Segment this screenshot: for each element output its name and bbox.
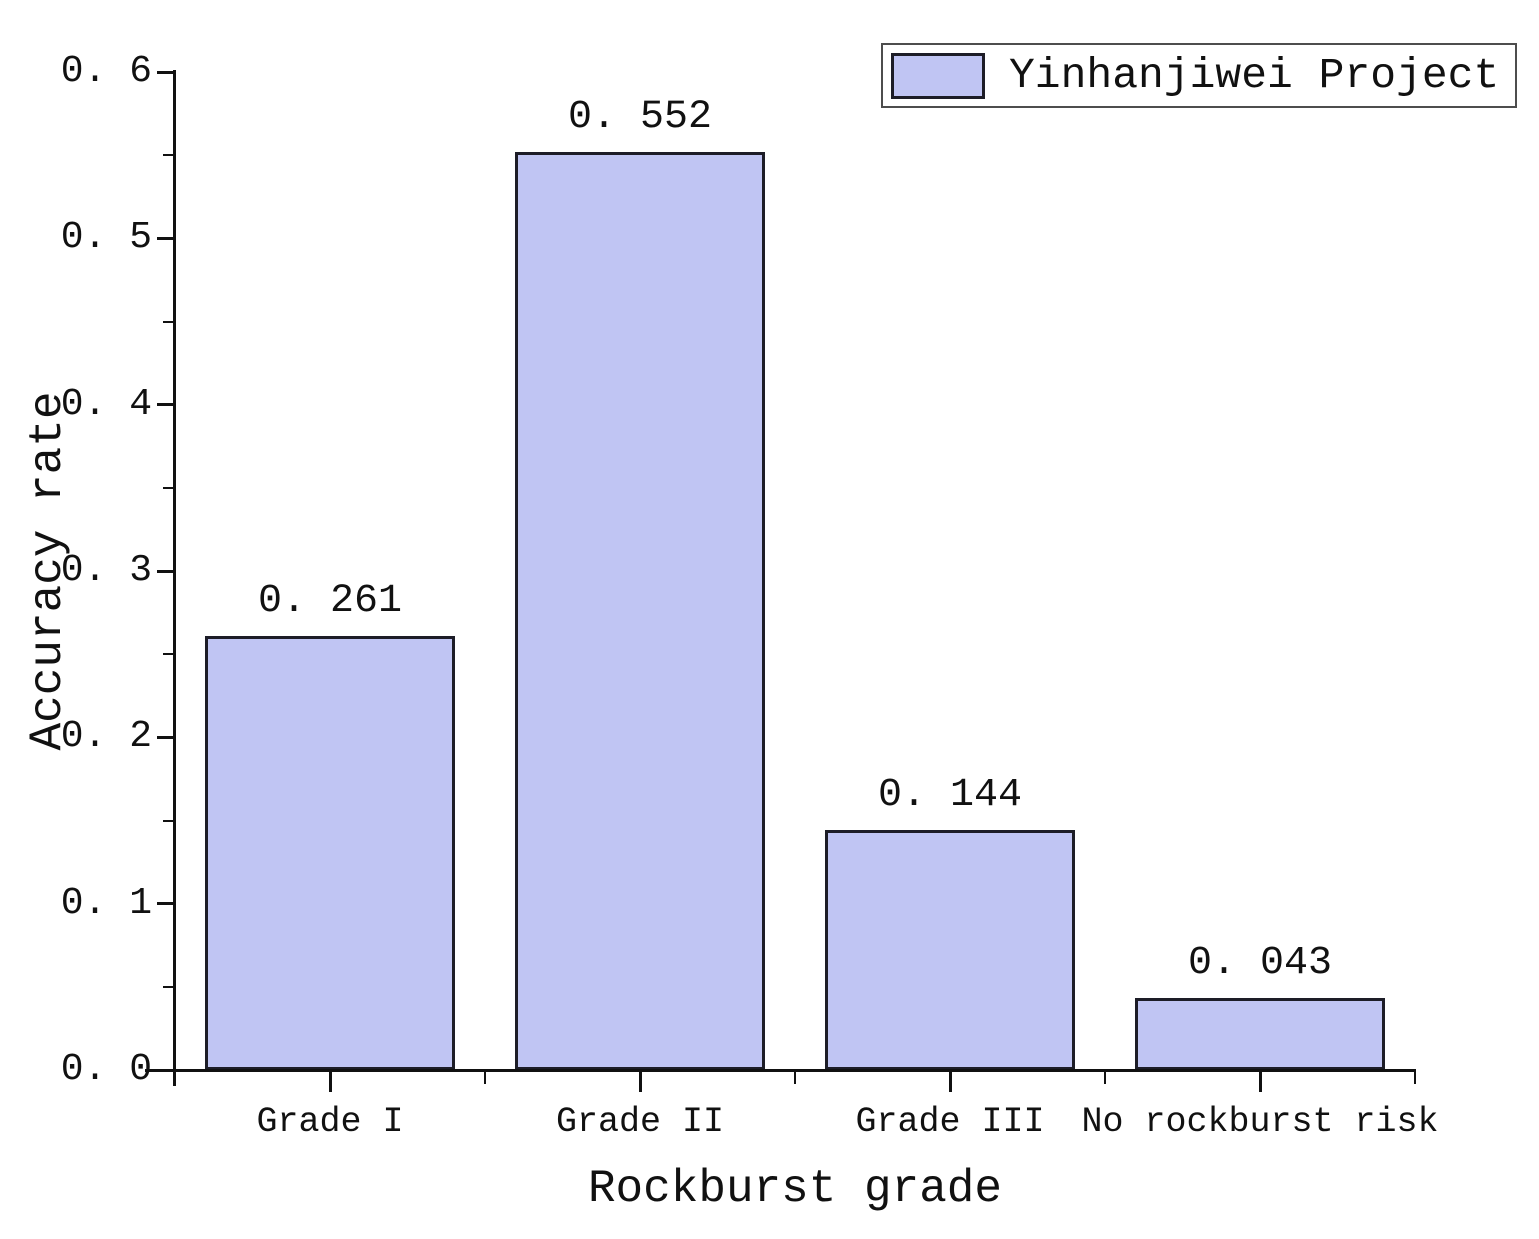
y-tick-label: 0. 2 bbox=[60, 715, 152, 759]
legend-label: Yinhanjiwei Project bbox=[1009, 51, 1500, 100]
y-major-tick bbox=[157, 236, 175, 240]
y-axis-title: Accuracy rate bbox=[22, 391, 74, 751]
y-tick-label: 0. 1 bbox=[60, 881, 152, 925]
category-label: Grade II bbox=[555, 1102, 725, 1142]
y-tick-label: 0. 6 bbox=[60, 50, 152, 93]
y-tick-label: 0. 3 bbox=[60, 549, 152, 592]
category-label: Grade I bbox=[256, 1102, 404, 1142]
y-minor-tick bbox=[163, 154, 175, 157]
x-axis-line bbox=[145, 1069, 1416, 1072]
y-tick-label: 0. 0 bbox=[60, 1048, 152, 1091]
bar bbox=[825, 830, 1075, 1070]
bar bbox=[515, 151, 765, 1070]
x-boundary-tick bbox=[484, 1070, 486, 1084]
bar-value-label: 0. 144 bbox=[877, 773, 1023, 819]
y-axis-line bbox=[173, 70, 176, 1086]
x-axis-title: Rockburst grade bbox=[587, 1163, 1003, 1215]
legend: Yinhanjiwei Project bbox=[881, 43, 1517, 108]
y-major-tick bbox=[157, 1068, 175, 1072]
x-major-tick bbox=[328, 1070, 332, 1092]
bar-value-label: 0. 043 bbox=[1187, 941, 1333, 987]
legend-swatch bbox=[891, 52, 985, 99]
bar bbox=[205, 635, 455, 1070]
x-boundary-tick bbox=[794, 1070, 796, 1084]
y-major-tick bbox=[157, 403, 175, 407]
y-tick-label: 0. 4 bbox=[60, 382, 152, 426]
y-minor-tick bbox=[163, 819, 175, 822]
y-major-tick bbox=[157, 70, 175, 74]
bar-value-label: 0. 261 bbox=[257, 578, 403, 624]
x-major-tick bbox=[638, 1070, 642, 1092]
x-boundary-tick bbox=[1414, 1070, 1416, 1084]
y-major-tick bbox=[157, 569, 175, 573]
y-minor-tick bbox=[163, 320, 175, 323]
y-major-tick bbox=[157, 902, 175, 906]
x-major-tick bbox=[948, 1070, 952, 1092]
y-tick-label: 0. 5 bbox=[60, 216, 152, 260]
y-major-tick bbox=[157, 735, 175, 739]
x-boundary-tick bbox=[1104, 1070, 1106, 1084]
y-minor-tick bbox=[163, 653, 175, 656]
category-label: Grade III bbox=[855, 1102, 1045, 1142]
x-major-tick bbox=[1258, 1070, 1262, 1092]
x-boundary-tick bbox=[174, 1070, 176, 1084]
y-minor-tick bbox=[163, 486, 175, 489]
bar-value-label: 0. 552 bbox=[567, 94, 713, 140]
category-label: No rockburst risk bbox=[1081, 1102, 1439, 1142]
bar bbox=[1135, 998, 1385, 1070]
y-minor-tick bbox=[163, 985, 175, 988]
